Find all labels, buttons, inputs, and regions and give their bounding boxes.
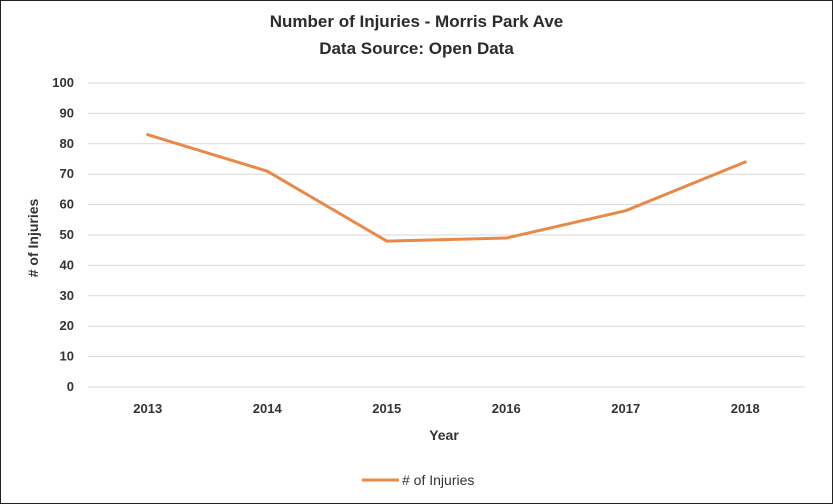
data-point <box>743 160 747 164</box>
legend-label: # of Injuries <box>402 472 474 488</box>
y-axis-label: # of Injuries <box>25 199 41 278</box>
gridlines <box>88 82 805 388</box>
y-tick-label: 90 <box>60 105 74 120</box>
x-tick-label: 2017 <box>611 401 640 416</box>
x-axis-label: Year <box>429 427 459 443</box>
data-point <box>385 239 389 243</box>
y-tick-label: 100 <box>52 75 74 90</box>
data-point <box>624 209 628 213</box>
series-line-injuries <box>146 133 747 243</box>
y-tick-label: 70 <box>60 166 74 181</box>
y-tick-label: 50 <box>60 227 74 242</box>
y-tick-label: 20 <box>60 318 74 333</box>
chart-title: Number of Injuries - Morris Park Ave <box>269 12 564 31</box>
x-tick-label: 2015 <box>372 401 401 416</box>
y-tick-label: 80 <box>60 136 74 151</box>
x-tick-label: 2013 <box>133 401 162 416</box>
data-points <box>146 133 747 243</box>
y-tick-label: 10 <box>60 349 74 364</box>
y-tick-label: 0 <box>67 379 74 394</box>
x-tick-label: 2018 <box>731 401 760 416</box>
data-point <box>504 236 508 240</box>
y-tick-label: 40 <box>60 257 74 272</box>
x-tick-label: 2014 <box>253 401 283 416</box>
data-point <box>265 169 269 173</box>
y-tick-label: 30 <box>60 288 74 303</box>
legend: # of Injuries <box>362 472 474 488</box>
data-point <box>146 133 150 137</box>
y-tick-labels: 0 10 20 30 40 50 60 70 80 90 100 <box>52 75 74 394</box>
x-tick-labels: 2013 2014 2015 2016 2017 2018 <box>133 401 759 416</box>
x-tick-label: 2016 <box>492 401 521 416</box>
chart-subtitle: Data Source: Open Data <box>319 39 514 58</box>
y-tick-label: 60 <box>60 197 74 212</box>
